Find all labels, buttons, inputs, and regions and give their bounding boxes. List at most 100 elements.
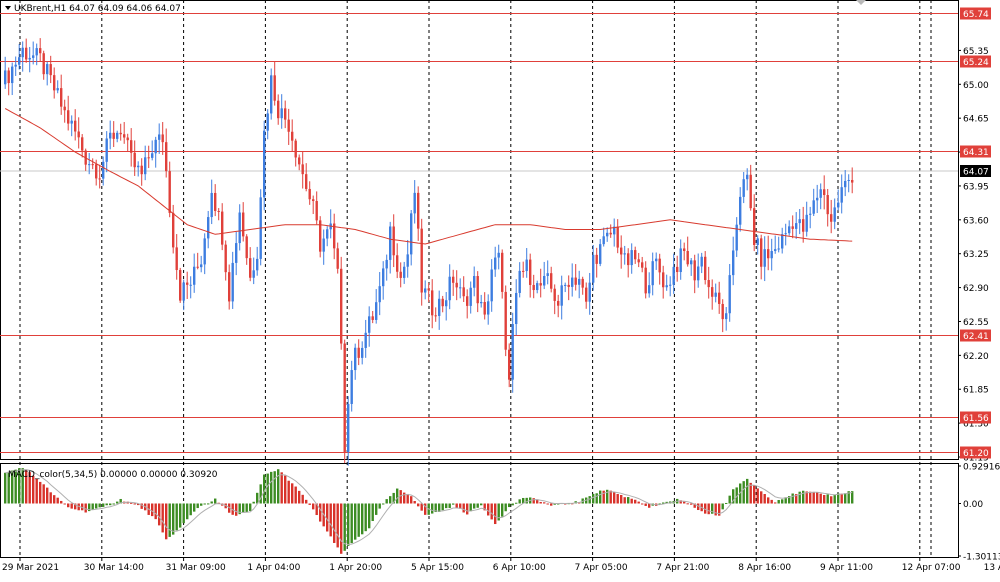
macd-bar	[60, 500, 63, 504]
candle-body	[175, 247, 178, 271]
candle-body	[543, 276, 546, 286]
candle-body	[658, 258, 661, 273]
collapse-triangle-icon[interactable]	[5, 6, 11, 10]
candle-body	[7, 70, 10, 84]
macd-bar	[798, 491, 801, 504]
macd-bar	[431, 503, 434, 514]
macd-bar	[623, 497, 626, 504]
macd-bar	[504, 503, 507, 512]
candle-body	[459, 287, 462, 289]
macd-bar	[658, 503, 661, 505]
candle-body	[263, 130, 266, 198]
candle-body	[301, 164, 304, 175]
candle-body	[60, 88, 63, 107]
candle-body	[770, 251, 773, 259]
candle-body	[91, 164, 94, 166]
macd-bar	[536, 499, 539, 504]
candle-body	[403, 266, 406, 278]
time-tick-label: 1 Apr 20:00	[329, 563, 382, 573]
candle-body	[161, 134, 164, 143]
candle-body	[249, 258, 252, 278]
candle-body	[795, 223, 798, 229]
candle-body	[588, 282, 591, 302]
macd-bar	[490, 503, 493, 520]
macd-bar	[242, 503, 245, 513]
candle-body	[490, 269, 493, 302]
candle-body	[805, 214, 808, 232]
candle-body	[151, 153, 154, 158]
candle-body	[455, 282, 458, 288]
macd-bar	[7, 471, 10, 504]
candle-body	[133, 152, 136, 168]
candle-body	[735, 224, 738, 251]
macd-bar	[690, 503, 693, 505]
candle-body	[231, 262, 234, 302]
candle-body	[679, 248, 682, 273]
candle-body	[399, 271, 402, 278]
macd-bar	[767, 497, 770, 504]
macd-bar	[270, 471, 273, 504]
candle-body	[77, 131, 80, 138]
macd-bar	[466, 503, 469, 515]
candle-body	[21, 47, 24, 58]
macd-bar	[816, 492, 819, 504]
candle-body	[809, 213, 812, 215]
macd-bar	[683, 501, 686, 504]
candle-body	[224, 244, 227, 273]
macd-bar	[809, 491, 812, 504]
candle-body	[508, 349, 511, 380]
candle-body	[98, 178, 101, 180]
candle-body	[690, 260, 693, 265]
macd-bar	[133, 503, 136, 505]
candle-body	[592, 254, 595, 283]
macd-bar	[179, 503, 182, 528]
candle-body	[53, 75, 56, 91]
macd-bar	[158, 503, 161, 526]
macd-bar	[154, 503, 157, 520]
candle-body	[123, 134, 126, 138]
macd-bar	[830, 496, 833, 504]
candle-body	[95, 164, 98, 179]
macd-bar	[707, 503, 710, 515]
candle-body	[641, 262, 644, 268]
candle-body	[368, 316, 371, 333]
candle-body	[252, 270, 255, 278]
macd-bar	[280, 472, 283, 504]
price-tick-label: 61.85	[963, 386, 989, 396]
macd-bar	[742, 481, 745, 504]
candle-body	[235, 243, 238, 263]
macd-bar	[312, 503, 315, 510]
macd-bar	[445, 503, 448, 509]
macd-bar	[74, 503, 77, 510]
level-tag	[960, 7, 991, 20]
candle-body	[721, 303, 724, 320]
candle-body	[662, 272, 665, 288]
macd-bar	[182, 503, 185, 524]
macd-bar	[588, 496, 591, 504]
macd-bar	[130, 502, 133, 504]
candle-body	[581, 278, 584, 288]
shift-marker-icon[interactable]	[856, 0, 866, 5]
candle-body	[88, 164, 91, 166]
candle-body	[613, 226, 616, 235]
candle-body	[287, 119, 290, 132]
candle-body	[228, 272, 231, 302]
macd-bar	[476, 503, 479, 508]
candle-body	[56, 88, 59, 91]
macd-bar	[88, 503, 91, 512]
candle-body	[130, 140, 133, 153]
candle-body	[553, 288, 556, 301]
candle-body	[620, 247, 623, 255]
macd-bar	[448, 503, 451, 508]
level-label: 65.74	[963, 10, 989, 20]
macd-bar	[494, 503, 497, 525]
level-label: 62.41	[963, 332, 989, 342]
macd-bar	[553, 503, 556, 505]
candle-body	[182, 282, 185, 301]
macd-bar	[483, 503, 486, 511]
candle-body	[476, 276, 479, 304]
macd-bar	[424, 503, 427, 515]
macd-bar	[452, 503, 455, 505]
